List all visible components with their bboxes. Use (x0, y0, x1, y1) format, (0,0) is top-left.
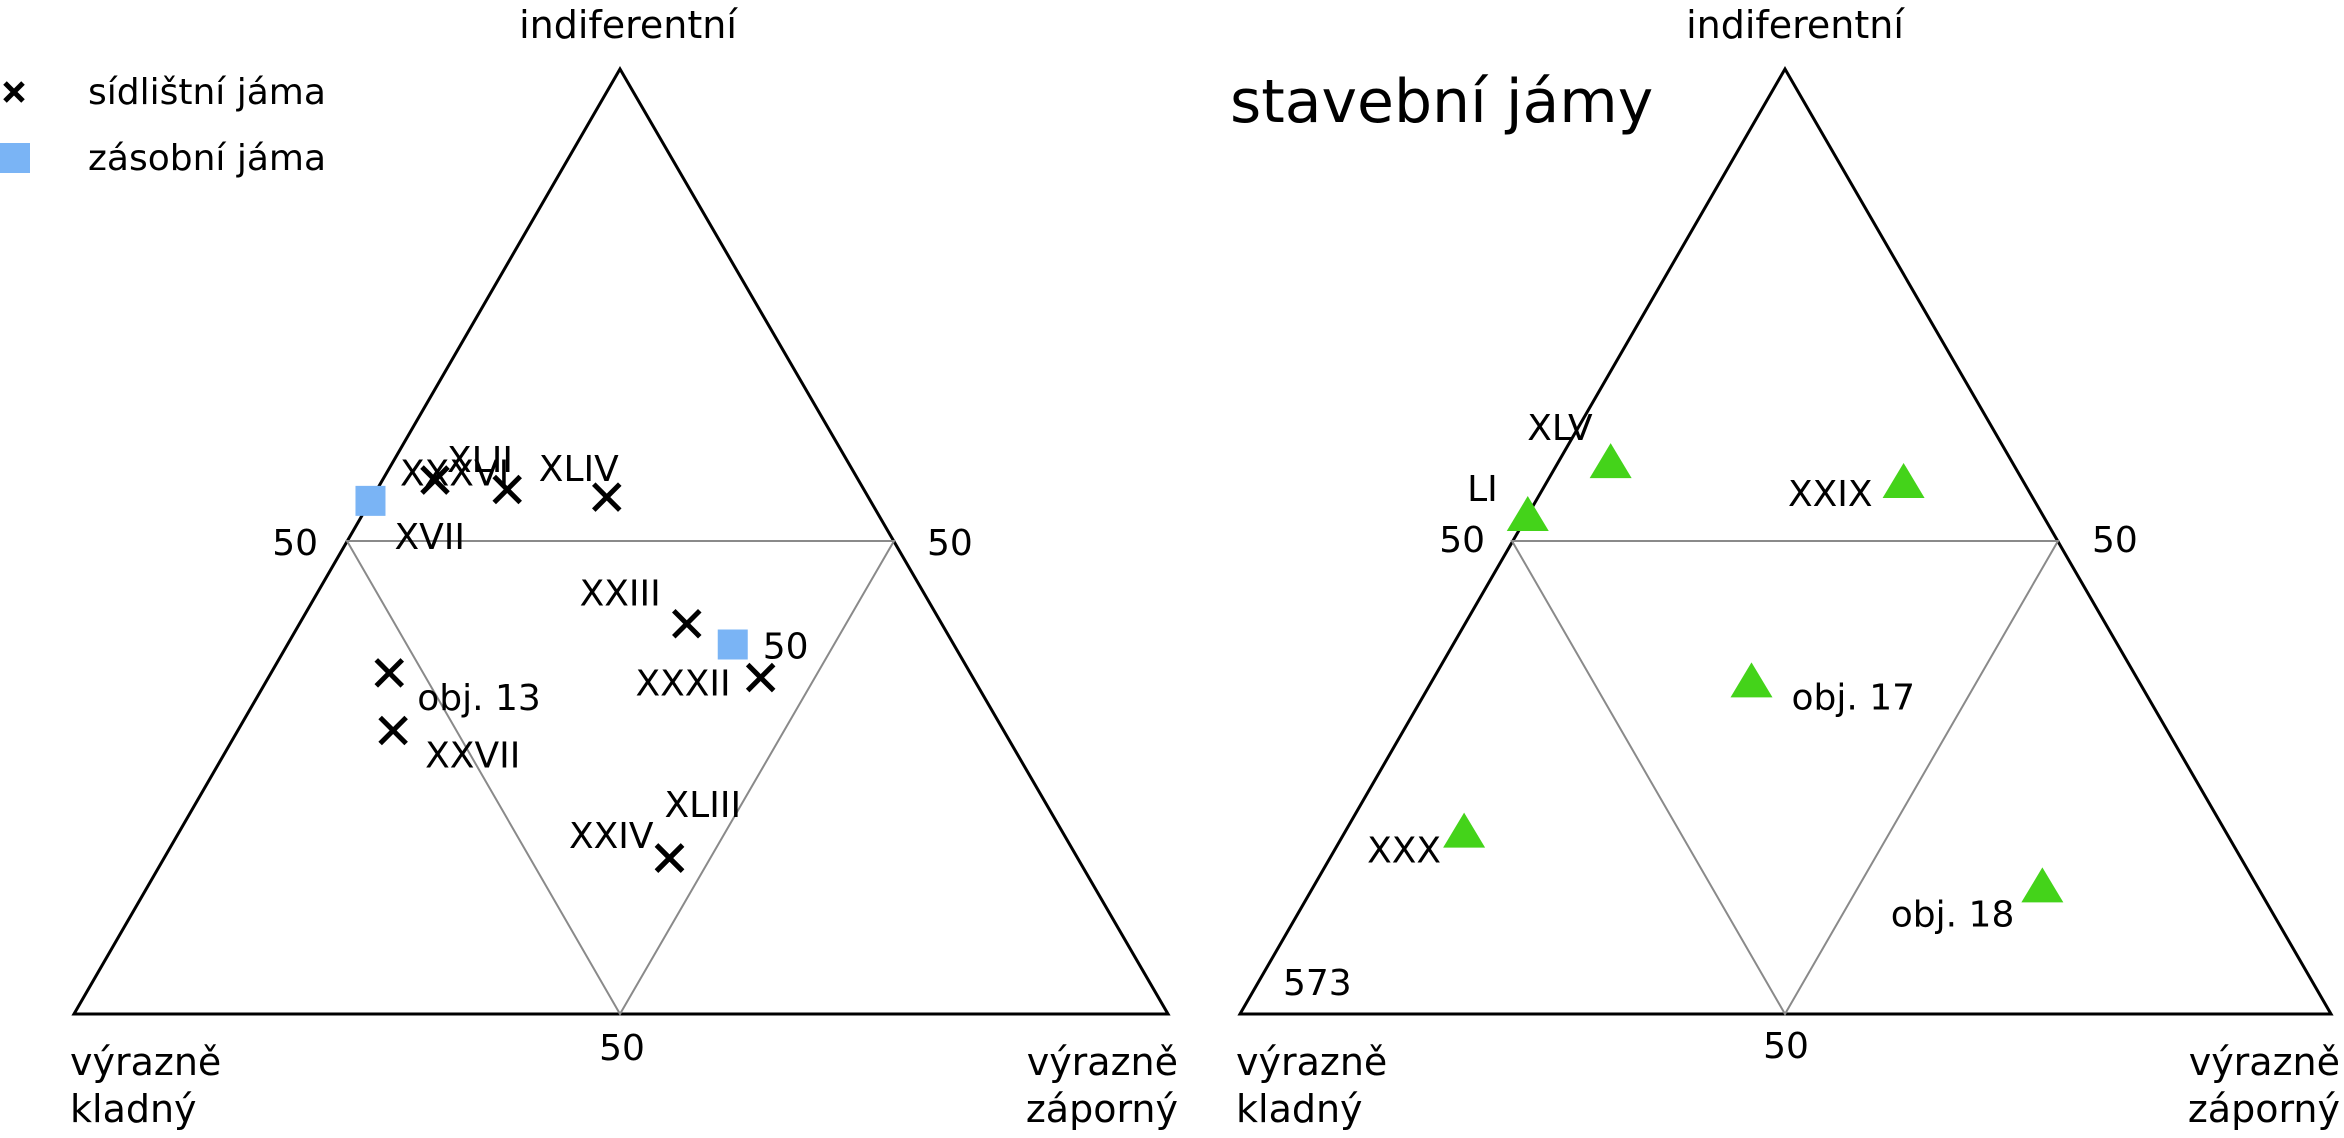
corner-label-left-line2: kladný (70, 1087, 197, 1131)
tick-label-right-edge: 50 (2092, 520, 2138, 561)
point-label-xliv: XLIV (539, 449, 619, 490)
x-marker-xxiv (654, 843, 685, 873)
annotation-573: 573 (1283, 963, 1352, 1004)
corner-label-right-line1: výrazně (2189, 1040, 2340, 1084)
point-label-obj-18: obj. 18 (1891, 894, 2015, 935)
tick-label-left-edge: 50 (1439, 520, 1485, 561)
ternary-midpoint-triangle (1510, 540, 2060, 1017)
point-label-obj-17: obj. 17 (1792, 677, 1916, 718)
corner-label-right-line1: výrazně (1027, 1040, 1178, 1084)
legend-x-marker (3, 81, 25, 103)
corner-label-right-line2: záporný (2188, 1087, 2340, 1131)
points-right: XLV LI XXIX obj. 17 XXX obj. 18 (1367, 408, 2064, 935)
point-label-50: 50 (763, 627, 809, 668)
triangle-marker-obj-17 (1730, 662, 1773, 698)
point-label-xlii: XLII (447, 440, 513, 481)
chart-right: stavební jámy indiferentní výrazně kladn… (1230, 3, 2340, 1131)
corner-label-top: indiferentní (1686, 3, 1905, 47)
point-label-xxix: XXIX (1788, 474, 1873, 515)
corner-label-right-line2: záporný (1026, 1087, 1178, 1131)
point-label-xlv: XLV (1527, 408, 1593, 449)
point-label-xliii: XLIII (665, 785, 742, 826)
point-label-xxvii: XXVII (425, 736, 520, 777)
tick-label-bottom-edge: 50 (599, 1028, 645, 1069)
legend: sídlištní jáma zásobní jáma (0, 72, 326, 179)
point-label-xxiv: XXIV (569, 816, 654, 857)
tick-label-left-edge: 50 (272, 523, 318, 564)
legend-square-marker (0, 143, 30, 173)
triangle-marker-xxx (1443, 812, 1486, 848)
triangle-marker-obj-18 (2021, 867, 2064, 903)
point-label-xxxvi: XXXVI (400, 454, 509, 495)
corner-label-left-line1: výrazně (70, 1040, 221, 1084)
legend-label-zasobni-jama: zásobní jáma (88, 138, 326, 179)
point-label-xvii: XVII (394, 517, 465, 558)
chart-left: indiferentní výrazně kladný výrazně zápo… (0, 3, 1178, 1131)
square-marker-50 (717, 629, 748, 660)
x-marker-xxiii (672, 608, 702, 639)
point-label-li: LI (1467, 469, 1498, 510)
corner-label-left-line2: kladný (1236, 1087, 1363, 1131)
point-label-xxiii: XXIII (580, 574, 661, 615)
legend-label-sidlistni-jama: sídlištní jáma (88, 72, 326, 113)
x-marker-xxxii (745, 662, 776, 693)
tick-label-bottom-edge: 50 (1763, 1026, 1809, 1067)
x-marker-xxxvi (492, 474, 522, 505)
x-marker-xliv (592, 482, 622, 512)
square-marker-xvii (355, 485, 386, 516)
point-label-xxx: XXX (1367, 831, 1441, 872)
x-marker-xxvii (378, 715, 408, 746)
triangle-marker-xlv (1589, 443, 1632, 479)
corner-label-top: indiferentní (519, 3, 738, 47)
point-label-obj-13: obj. 13 (417, 678, 541, 719)
triangle-marker-li (1506, 496, 1549, 532)
x-marker-xlii (420, 465, 450, 495)
ternary-midpoint-triangle (345, 540, 896, 1016)
tick-label-right-edge: 50 (927, 523, 973, 564)
corner-label-left-line1: výrazně (1236, 1040, 1387, 1084)
x-marker-obj-13 (374, 658, 405, 688)
triangle-marker-xxix (1882, 462, 1925, 498)
point-label-xxxii: XXXII (635, 664, 730, 705)
chart-title: stavební jámy (1230, 67, 1653, 137)
